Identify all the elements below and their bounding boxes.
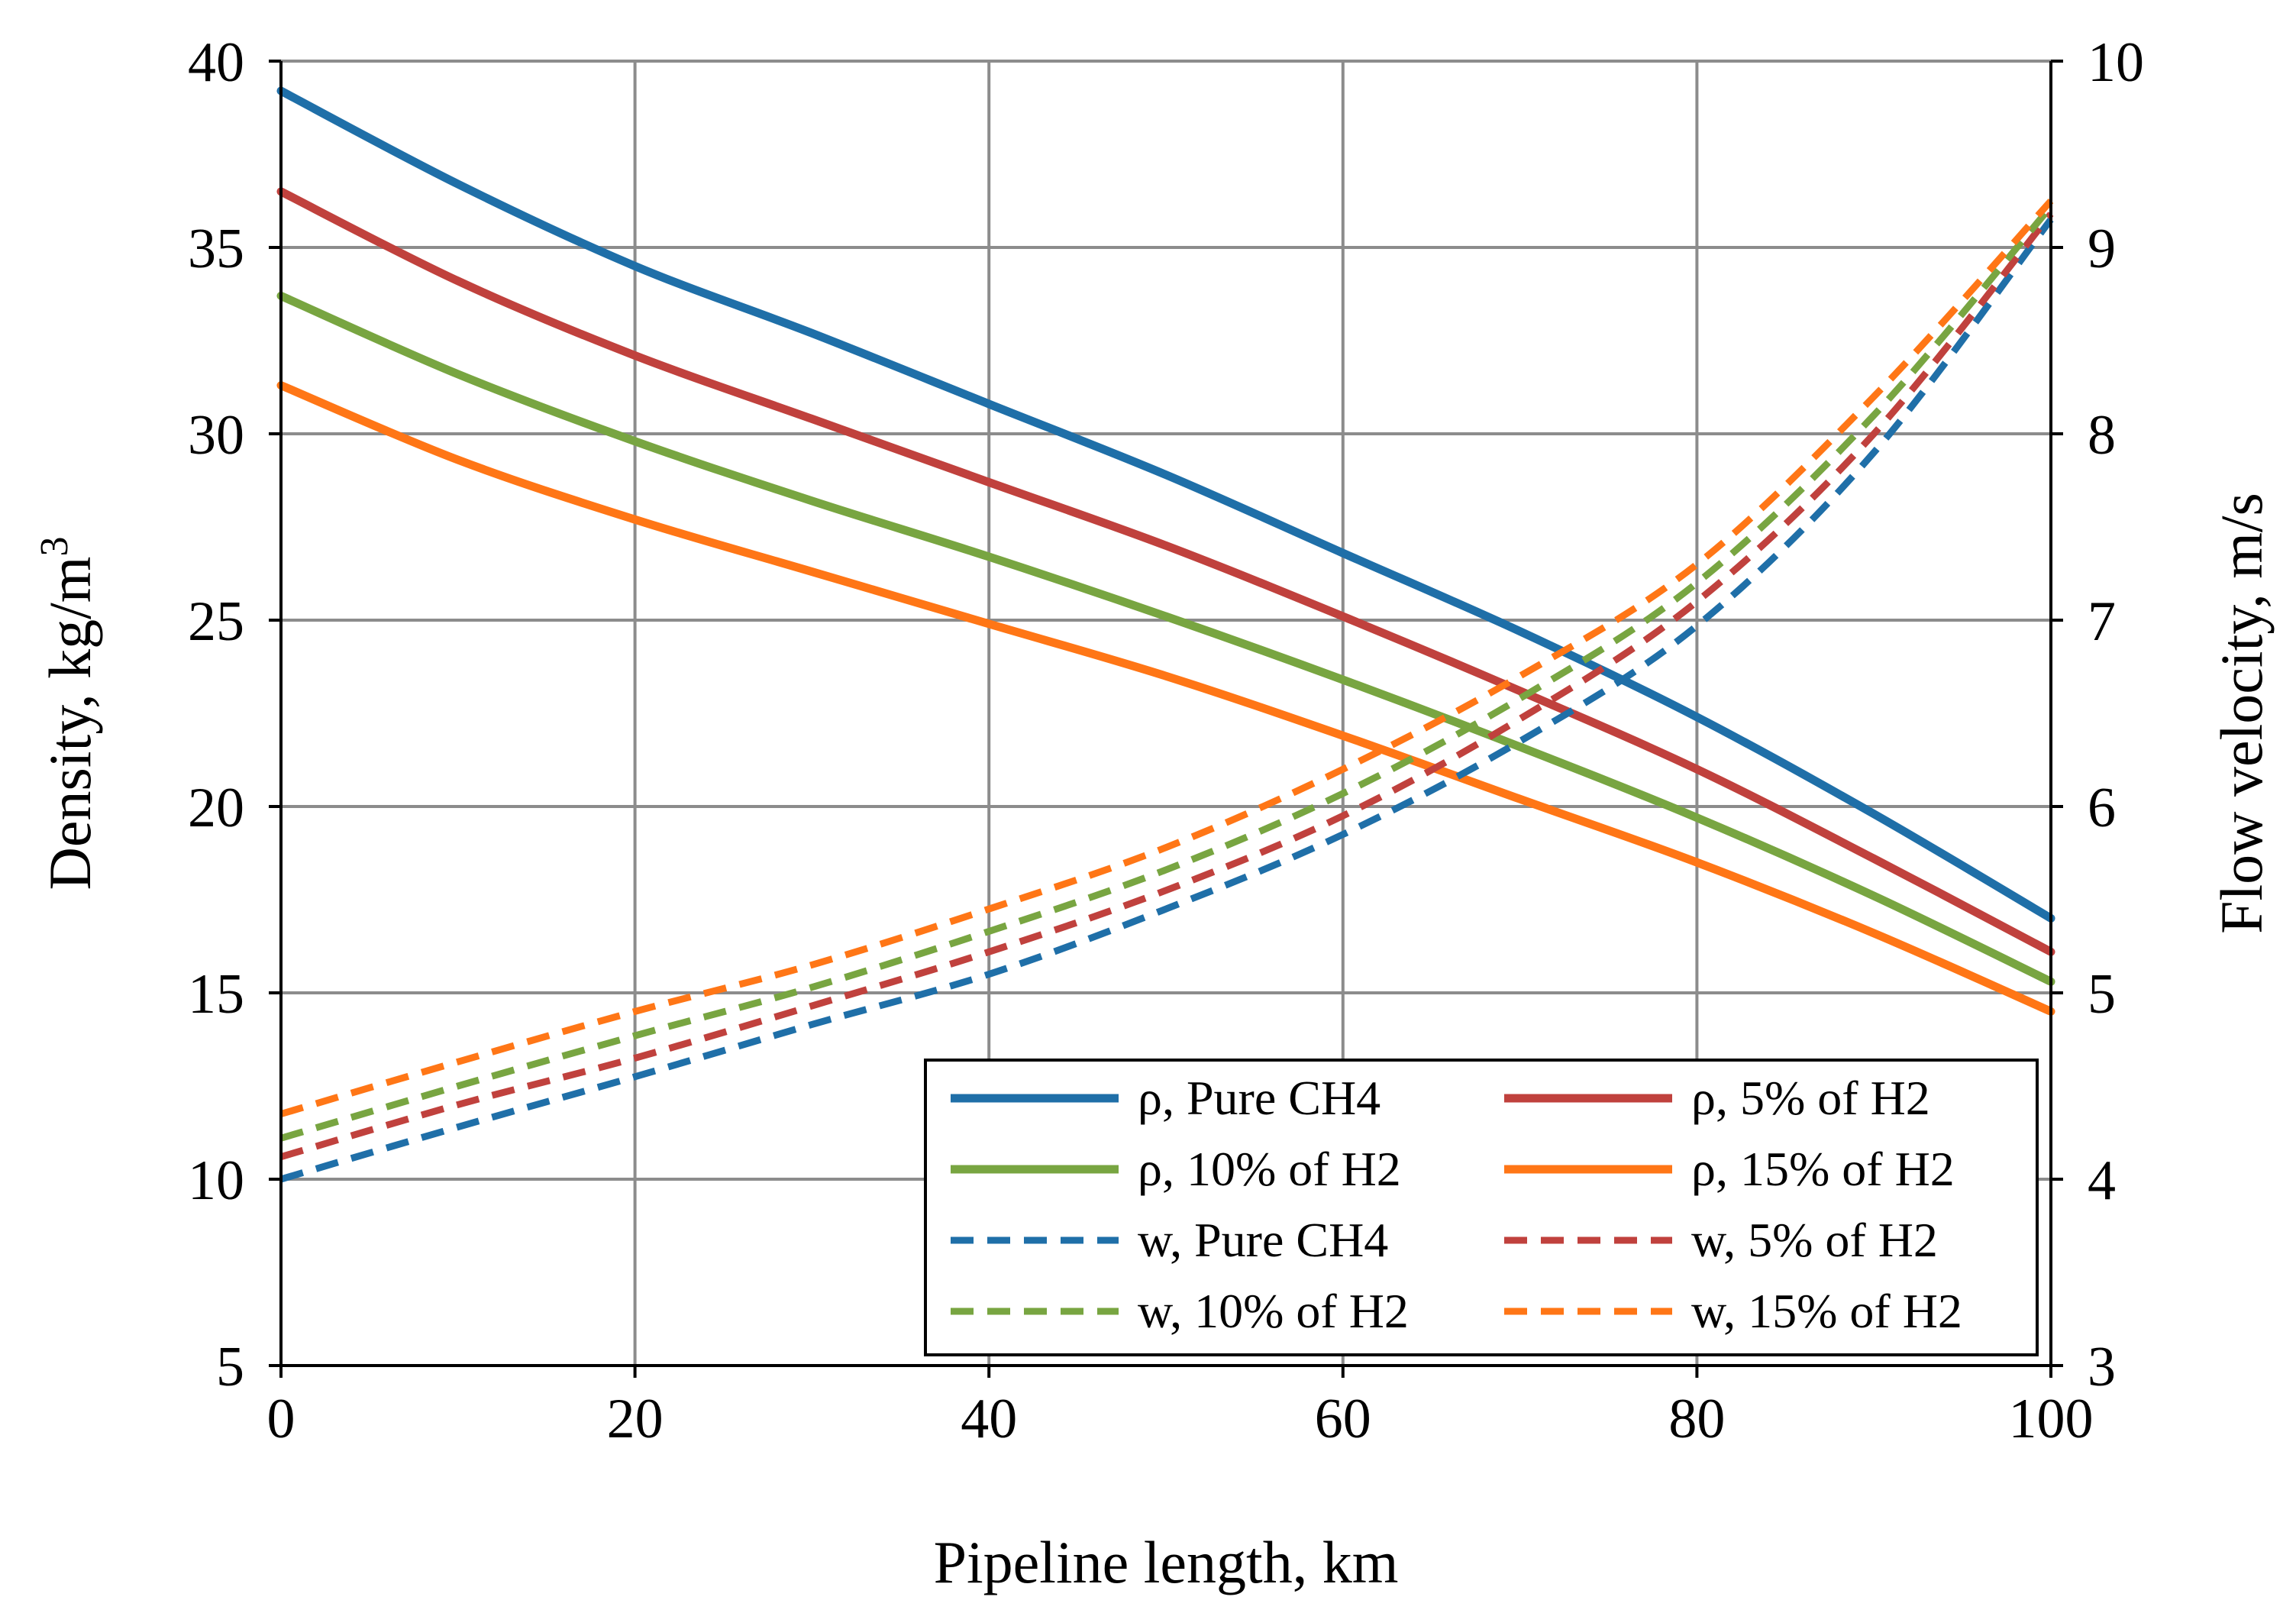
x-tick-label: 100: [2009, 1388, 2094, 1450]
y2-tick-label: 7: [2088, 590, 2116, 653]
y2-tick-label: 10: [2088, 31, 2144, 94]
series-line: [279, 217, 2054, 1183]
legend-label: w, 10% of H2: [1138, 1284, 1409, 1338]
y-tick-label: 30: [188, 404, 244, 467]
series-line: [279, 212, 2054, 1161]
series-line: [276, 86, 2055, 923]
series-line: [279, 198, 2054, 1117]
series-line: [276, 381, 2055, 1016]
y2-tick-label: 8: [2088, 404, 2116, 467]
y-tick-label: 40: [188, 31, 244, 94]
legend-label: w, Pure CH4: [1138, 1213, 1388, 1267]
y2-axis-title: Flow velocity, m/s: [2208, 493, 2275, 934]
legend: ρ, Pure CH4 ρ, 5% of H2 ρ, 10% of H2 ρ, 15%…: [924, 1059, 2039, 1356]
series-line: [276, 291, 2055, 986]
y-tick-label: 15: [188, 963, 244, 1026]
y-axis-title-text: Density, kg/m: [37, 557, 103, 891]
y-tick-label: 5: [216, 1336, 244, 1398]
legend-label: w, 15% of H2: [1691, 1284, 1962, 1338]
x-tick-label: 40: [961, 1388, 1017, 1450]
y-axis-title-sup: 3: [33, 537, 76, 557]
x-tick-label: 20: [607, 1388, 664, 1450]
y2-tick-label: 9: [2088, 218, 2116, 280]
series-line: [276, 187, 2055, 956]
series-line: [279, 204, 2054, 1142]
axes: [279, 61, 2052, 1367]
y-tick-label: 25: [188, 590, 244, 653]
y-axis-title: Density, kg/m3: [33, 537, 103, 891]
y-tick-label: 10: [188, 1149, 244, 1212]
tick-labels: 0 20 40 60 80 100 5 10 15 20 25 30 35 40 3 4 5 6 7 8 9 10: [188, 31, 2144, 1450]
x-axis-title: Pipeline length, km: [934, 1529, 1399, 1595]
legend-label: ρ, 10% of H2: [1138, 1142, 1401, 1196]
legend-label: ρ, Pure CH4: [1138, 1071, 1381, 1125]
series-layer: [276, 86, 2055, 1183]
x-tick-label: 0: [267, 1388, 295, 1450]
x-tick-label: 80: [1668, 1388, 1725, 1450]
y2-tick-label: 3: [2088, 1336, 2116, 1398]
legend-label: ρ, 15% of H2: [1691, 1142, 1955, 1196]
legend-label: ρ, 5% of H2: [1691, 1071, 1930, 1125]
x-tick-label: 60: [1315, 1388, 1371, 1450]
y-tick-label: 35: [188, 218, 244, 280]
y2-tick-label: 6: [2088, 777, 2116, 839]
legend-box: [924, 1059, 2039, 1356]
y-tick-label: 20: [188, 777, 244, 839]
y2-tick-label: 5: [2088, 963, 2116, 1026]
y2-tick-label: 4: [2088, 1149, 2116, 1212]
legend-label: w, 5% of H2: [1691, 1213, 1938, 1267]
